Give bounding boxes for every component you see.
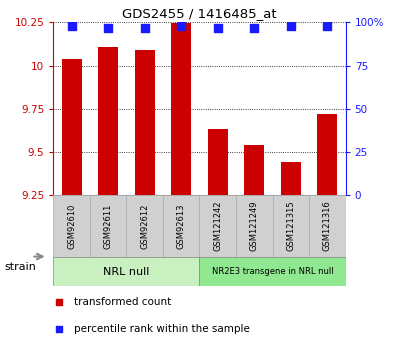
Bar (244, 145, 264, 195)
Text: transformed count: transformed count (74, 297, 171, 307)
Bar (163, 195, 199, 257)
Bar (309, 195, 346, 257)
Bar (53, 257, 199, 286)
Bar (90, 195, 126, 257)
Point (105, 25, 111, 30)
Text: GSM92610: GSM92610 (67, 203, 76, 249)
Bar (236, 195, 273, 257)
Text: NR2E3 transgene in NRL null: NR2E3 transgene in NRL null (212, 267, 333, 276)
Point (68, 23, 75, 29)
Point (178, 23, 184, 29)
Point (56, 327, 62, 332)
Bar (317, 114, 337, 195)
Point (214, 25, 221, 30)
Text: GSM92613: GSM92613 (177, 203, 186, 249)
Text: GSM121249: GSM121249 (250, 201, 259, 251)
Text: GSM121316: GSM121316 (323, 201, 332, 252)
Text: strain: strain (4, 263, 36, 272)
Bar (53, 195, 90, 257)
Text: GSM92611: GSM92611 (103, 203, 113, 249)
Text: GSM92612: GSM92612 (140, 203, 149, 249)
Text: percentile rank within the sample: percentile rank within the sample (74, 324, 250, 334)
Point (56, 299, 62, 305)
Bar (62, 59, 82, 195)
Bar (199, 257, 346, 286)
Bar (171, 23, 191, 195)
Title: GDS2455 / 1416485_at: GDS2455 / 1416485_at (122, 7, 277, 20)
Bar (126, 195, 163, 257)
Bar (273, 195, 309, 257)
Bar (281, 162, 301, 195)
Bar (135, 50, 155, 195)
Point (324, 23, 331, 29)
Text: GSM121242: GSM121242 (213, 201, 222, 251)
Text: NRL null: NRL null (103, 267, 150, 277)
Point (288, 23, 294, 29)
Bar (208, 129, 228, 195)
Bar (199, 195, 236, 257)
Point (141, 25, 148, 30)
Point (251, 25, 258, 30)
Bar (98, 47, 118, 195)
Text: GSM121315: GSM121315 (286, 201, 295, 251)
